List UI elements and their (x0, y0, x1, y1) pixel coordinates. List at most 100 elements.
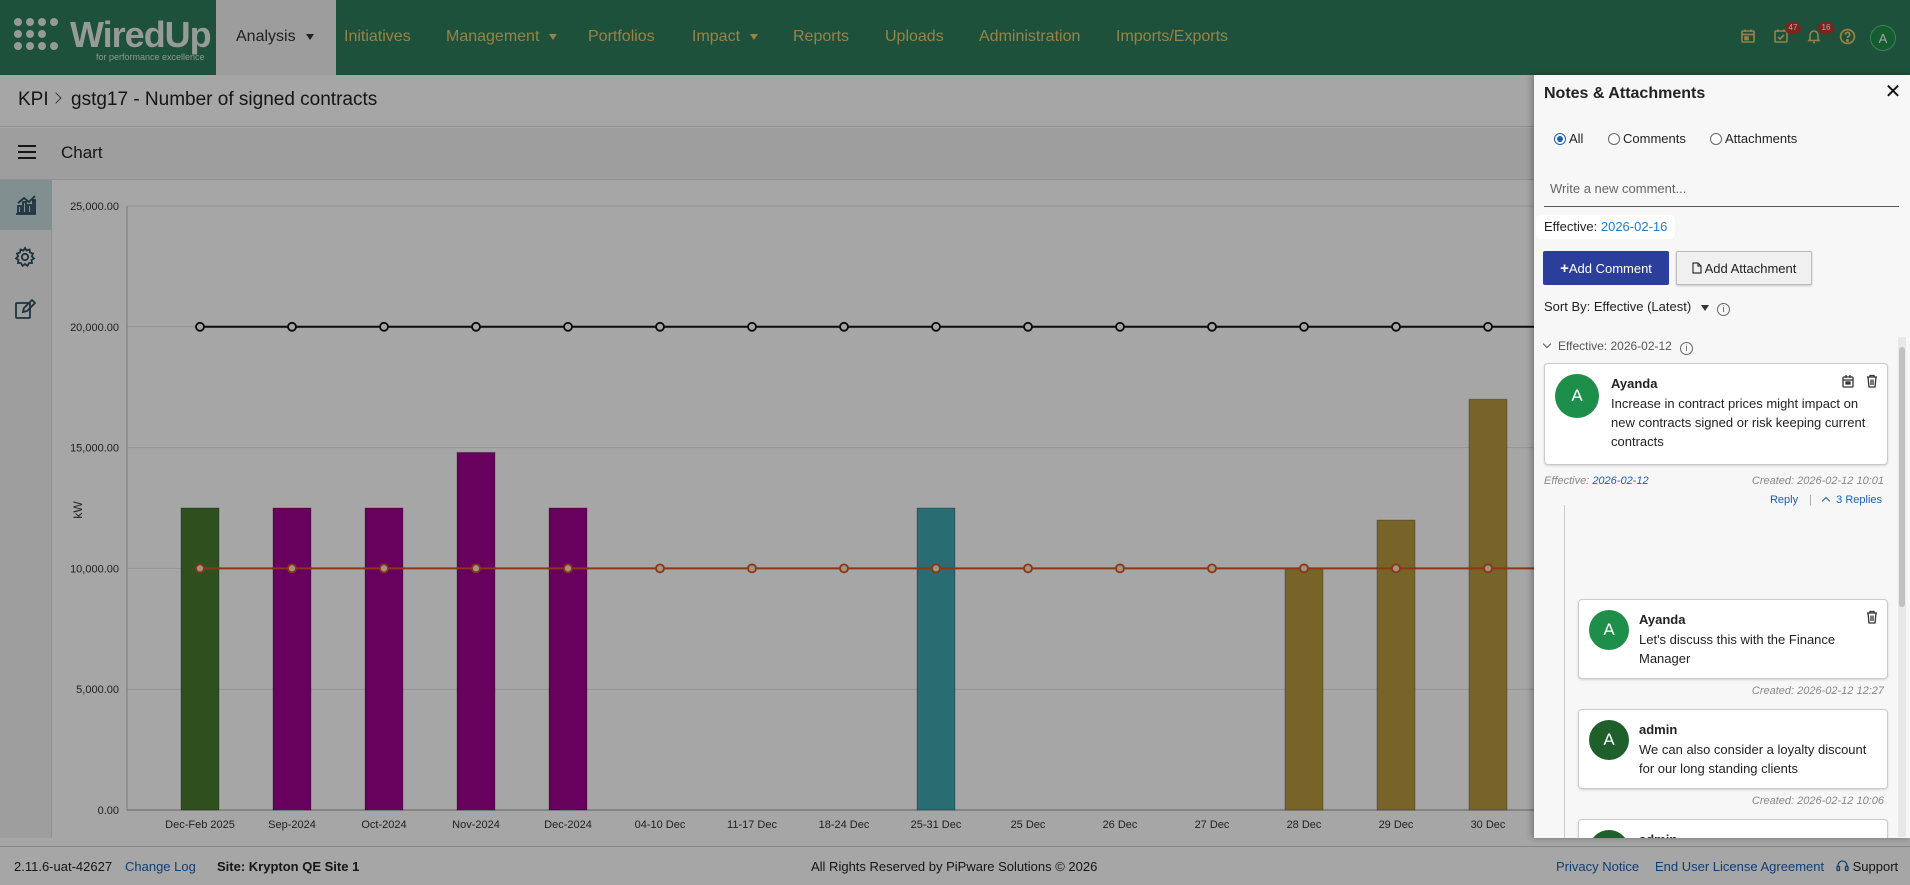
archive-icon[interactable] (1841, 374, 1855, 388)
nav-item-analysis[interactable]: Analysis (216, 0, 336, 75)
filter-comments-radio[interactable]: Comments (1608, 131, 1686, 146)
support-link[interactable]: Support (1836, 859, 1898, 874)
nav-item-label: Reports (793, 28, 850, 45)
comment-effective-value[interactable]: 2026-02-12 (1592, 475, 1649, 487)
close-icon[interactable]: ✕ (1884, 81, 1902, 103)
edit-icon (15, 298, 36, 319)
x-tick-label: Oct-2024 (361, 819, 406, 831)
tasks-icon[interactable]: 47 (1773, 22, 1801, 52)
effective-label: Effective: (1544, 219, 1598, 234)
bar (364, 507, 404, 811)
series-point (1115, 321, 1125, 332)
help-icon[interactable] (1839, 28, 1863, 52)
nav-item-reports[interactable]: Reports (793, 0, 849, 75)
gear-icon (14, 246, 36, 268)
reply-link[interactable]: Reply (1769, 494, 1799, 506)
add-attachment-button[interactable]: Add Attachment (1676, 251, 1812, 285)
series-point (1483, 563, 1493, 574)
reply-author: admin (1639, 722, 1678, 737)
chart-icon (16, 195, 36, 215)
nav-item-administration[interactable]: Administration (979, 0, 1080, 75)
footer: 2.11.6-uat-42627 Change Log Site: Krypto… (0, 846, 1910, 885)
reply-author: admin (1639, 832, 1677, 838)
caret-down-icon (549, 33, 558, 40)
comment-group-header[interactable]: Effective: 2026-02-12 i (1542, 339, 1693, 355)
nav-item-imports-exports[interactable]: Imports/Exports (1116, 0, 1228, 75)
plus-icon: + (1560, 259, 1569, 277)
replies-toggle[interactable]: 3 Replies (1836, 494, 1882, 506)
series-point (1299, 563, 1309, 574)
panel-title: Notes & Attachments (1544, 85, 1706, 102)
rail-edit-button[interactable] (0, 284, 52, 334)
chart-toolbar: Chart (0, 128, 1540, 180)
reply-card: A admin We can also consider a loyalty d… (1578, 709, 1888, 789)
series-point (839, 563, 849, 574)
x-tick-label: 26 Dec (1103, 819, 1138, 831)
y-tick-label: 20,000.00 (70, 322, 119, 334)
avatar: A (1555, 374, 1599, 418)
sort-dropdown[interactable]: Sort By: Effective (Latest) i (1544, 299, 1731, 316)
nav-item-management[interactable]: Management (446, 0, 558, 75)
filter-all-radio[interactable]: All (1554, 131, 1583, 146)
rail-settings-button[interactable] (0, 232, 52, 282)
x-tick-label: 28 Dec (1287, 819, 1322, 831)
breadcrumb-root[interactable]: KPI (18, 89, 49, 110)
x-tick-label: 30 Dec (1471, 819, 1506, 831)
filter-attachments-radio[interactable]: Attachments (1710, 131, 1797, 146)
user-avatar[interactable]: A (1870, 25, 1896, 51)
group-label: Effective: 2026-02-12 (1558, 339, 1672, 353)
avatar: A (1589, 830, 1629, 838)
bell-icon[interactable]: 16 (1806, 22, 1834, 52)
calendar-icon[interactable] (1740, 28, 1764, 52)
comment-card: A Ayanda Increase in contract prices mig… (1544, 363, 1888, 465)
nav-item-portfolios[interactable]: Portfolios (588, 0, 655, 75)
nav-item-initiatives[interactable]: Initiatives (344, 0, 411, 75)
x-tick-label: Dec-2024 (544, 819, 592, 831)
changelog-link[interactable]: Change Log (125, 859, 196, 874)
trash-icon[interactable] (1865, 610, 1879, 624)
y-tick-label: 15,000.00 (70, 443, 119, 455)
effective-value: 2026-02-16 (1600, 219, 1668, 234)
add-comment-button[interactable]: +Add Comment (1543, 251, 1669, 285)
nav-item-uploads[interactable]: Uploads (885, 0, 944, 75)
new-comment-input[interactable] (1544, 171, 1899, 207)
chevron-up-icon (1821, 496, 1831, 506)
comment-line: new contracts signed or risk keeping cur… (1611, 415, 1866, 430)
effective-date-pill[interactable]: Effective: 2026-02-16 (1536, 215, 1676, 239)
eula-link[interactable]: End User License Agreement (1655, 859, 1825, 874)
nav-item-label: Portfolios (588, 28, 655, 45)
series-point (287, 563, 297, 574)
y-tick-label: 25,000.00 (70, 201, 119, 213)
bar (548, 507, 588, 811)
menu-icon[interactable] (18, 145, 36, 159)
page-title: gstg17 - Number of signed contracts (71, 89, 378, 110)
reply-card: A admin I agree. We will need to reasses… (1578, 819, 1888, 838)
series-point (563, 563, 573, 574)
logo[interactable]: WiredUp for performance excellence (12, 14, 212, 62)
x-tick-label: 25 Dec (1011, 819, 1046, 831)
kpi-chart: 0.00 5,000.00 10,000.00 15,000.00 20,000.00 2… (70, 201, 1540, 831)
reply-created: Created: 2026-02-12 12:27 (1751, 685, 1884, 697)
trash-icon[interactable] (1865, 374, 1879, 388)
series-point (379, 321, 389, 332)
caret-down-icon (1701, 304, 1710, 311)
scrollbar-thumb[interactable] (1899, 347, 1905, 607)
nav-item-label: Impact (692, 28, 741, 45)
series-point (195, 321, 205, 332)
filter-comments-label: Comments (1623, 131, 1686, 146)
nav-item-label: Imports/Exports (1116, 28, 1229, 45)
privacy-link[interactable]: Privacy Notice (1556, 859, 1640, 874)
logo-dots-icon (14, 18, 58, 50)
info-icon[interactable]: i (1717, 303, 1731, 316)
comment-line: Increase in contract prices might impact… (1611, 396, 1859, 411)
info-icon[interactable]: i (1679, 342, 1693, 355)
series-point (1023, 563, 1033, 574)
bar (180, 507, 220, 811)
series-point (931, 321, 941, 332)
series-point (747, 321, 757, 332)
panel-scrollbar[interactable] (1898, 337, 1906, 837)
sort-label: Sort By: Effective (Latest) (1544, 299, 1692, 314)
add-attachment-label: Add Attachment (1704, 260, 1797, 276)
nav-item-impact[interactable]: Impact (692, 0, 759, 75)
rail-chart-button[interactable] (0, 180, 52, 230)
